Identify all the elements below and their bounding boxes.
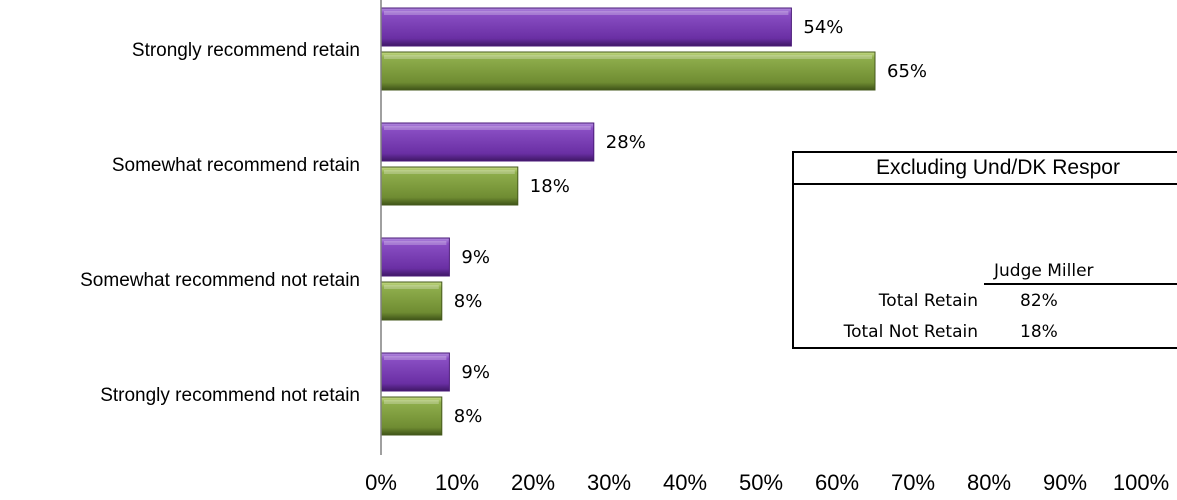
bar-highlight xyxy=(384,170,515,174)
category-label: Somewhat recommend retain xyxy=(112,155,360,176)
x-tick-label: 30% xyxy=(587,470,631,495)
bar-series-2-2 xyxy=(380,166,519,206)
data-label-series-2-3: 8% xyxy=(454,291,483,312)
data-label-series-1-4: 9% xyxy=(461,362,490,383)
x-tick-label: 60% xyxy=(815,470,859,495)
x-tick-label: 100% xyxy=(1113,470,1169,495)
bar-highlight xyxy=(384,400,439,404)
bar-series-1-1 xyxy=(380,7,792,47)
inset-row-label: Total Retain xyxy=(878,291,978,311)
x-tick-label: 0% xyxy=(365,470,397,495)
inset-row-value: 82% xyxy=(1020,291,1058,311)
x-tick-label: 10% xyxy=(435,470,479,495)
bar-series-2-4 xyxy=(380,396,443,436)
bar-series-2-1 xyxy=(380,51,876,91)
bar-highlight xyxy=(384,126,591,130)
category-label: Strongly recommend not retain xyxy=(100,385,360,406)
x-tick-label: 70% xyxy=(891,470,935,495)
bar-highlight xyxy=(384,11,789,15)
inset-row-label: Total Not Retain xyxy=(843,322,978,342)
bar-highlight xyxy=(384,241,447,245)
data-label-series-2-1: 65% xyxy=(887,61,927,82)
data-label-series-2-2: 18% xyxy=(530,176,570,197)
data-label-series-2-4: 8% xyxy=(454,406,483,427)
data-label-series-1-3: 9% xyxy=(461,247,490,268)
x-tick-label: 20% xyxy=(511,470,555,495)
x-tick-label: 50% xyxy=(739,470,783,495)
data-label-series-1-2: 28% xyxy=(606,132,646,153)
inset-row-value: 18% xyxy=(1020,322,1058,342)
category-label: Somewhat recommend not retain xyxy=(80,270,360,291)
category-label: Strongly recommend retain xyxy=(132,40,360,61)
inset-table: Excluding Und/DK Respor Judge Miller Tot… xyxy=(792,151,1177,349)
inset-column-header: Judge Miller xyxy=(984,259,1177,285)
x-tick-label: 90% xyxy=(1043,470,1087,495)
inset-row-total-retain: Total Retain 82% xyxy=(794,287,1177,315)
bar-highlight xyxy=(384,356,447,360)
bar-series-2-3 xyxy=(380,281,443,321)
x-tick-label: 40% xyxy=(663,470,707,495)
inset-table-title: Excluding Und/DK Respor xyxy=(794,153,1177,185)
bar-highlight xyxy=(384,285,439,289)
data-label-series-1-1: 54% xyxy=(803,17,843,38)
bar-series-1-4 xyxy=(380,352,450,392)
inset-row-total-not-retain: Total Not Retain 18% xyxy=(794,318,1177,346)
bar-highlight xyxy=(384,55,872,59)
x-tick-label: 80% xyxy=(967,470,1011,495)
